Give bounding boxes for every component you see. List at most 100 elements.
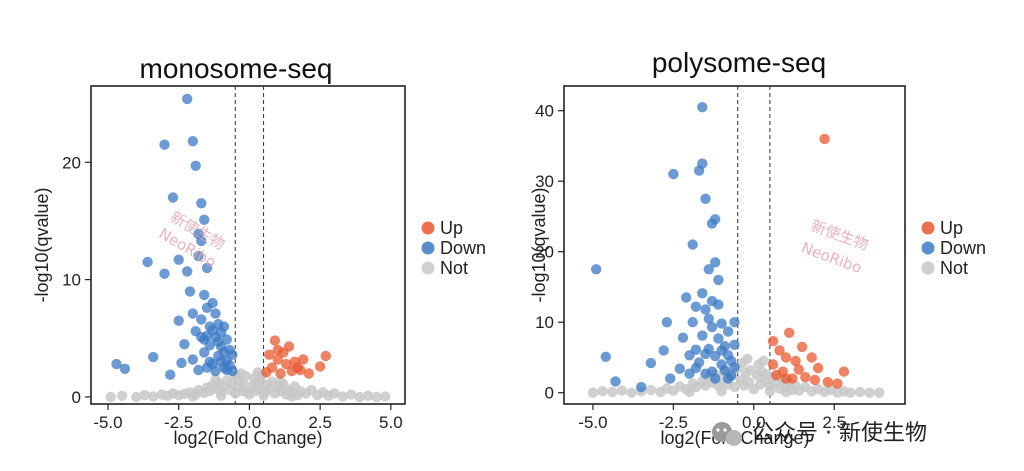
legend-label-not: Not bbox=[440, 258, 468, 278]
point-down bbox=[199, 347, 210, 358]
point-not bbox=[337, 391, 348, 402]
point-down bbox=[159, 268, 170, 279]
point-down bbox=[227, 365, 238, 377]
point-not bbox=[758, 355, 769, 367]
point-up bbox=[264, 349, 275, 360]
point-down bbox=[700, 193, 711, 204]
point-down bbox=[681, 292, 692, 303]
point-up bbox=[793, 364, 804, 375]
legend-label-not: Not bbox=[940, 258, 968, 278]
point-up bbox=[790, 355, 801, 367]
point-down bbox=[674, 363, 685, 374]
point-not bbox=[238, 378, 249, 390]
point-not bbox=[363, 390, 374, 401]
point-not bbox=[116, 390, 128, 401]
point-not bbox=[874, 387, 885, 398]
point-up bbox=[767, 336, 779, 347]
point-down bbox=[697, 102, 708, 113]
point-down bbox=[165, 369, 176, 380]
x-tick-label: -5.0 bbox=[578, 413, 607, 432]
point-down bbox=[207, 324, 218, 336]
point-up bbox=[806, 352, 817, 363]
point-down bbox=[196, 314, 207, 325]
point-not bbox=[371, 391, 382, 403]
point-down bbox=[716, 318, 727, 329]
point-down bbox=[722, 373, 734, 384]
point-down bbox=[190, 160, 201, 171]
x-tick-label: -2.5 bbox=[659, 413, 688, 432]
point-down bbox=[710, 373, 721, 384]
point-down bbox=[710, 257, 721, 268]
y-tick-label: 10 bbox=[62, 271, 81, 290]
point-up bbox=[822, 376, 833, 388]
point-not bbox=[607, 386, 618, 398]
point-not bbox=[597, 386, 608, 397]
point-down bbox=[722, 326, 734, 337]
plot-frame bbox=[90, 85, 406, 405]
point-up bbox=[303, 368, 314, 379]
point-down bbox=[697, 158, 708, 169]
point-up bbox=[774, 345, 785, 356]
point-not bbox=[864, 387, 875, 398]
point-down bbox=[687, 317, 698, 328]
point-not bbox=[286, 391, 297, 402]
point-up bbox=[832, 378, 843, 389]
point-not bbox=[215, 390, 227, 401]
point-up bbox=[272, 354, 283, 365]
point-not bbox=[616, 385, 628, 396]
point-not bbox=[780, 386, 792, 398]
chart-title: monosome-seq bbox=[140, 53, 333, 84]
point-down bbox=[600, 351, 611, 362]
point-down bbox=[706, 321, 718, 333]
point-not bbox=[187, 391, 198, 402]
x-tick-label: -5.0 bbox=[93, 413, 122, 432]
point-not bbox=[354, 391, 365, 403]
point-down bbox=[196, 331, 207, 343]
point-down bbox=[201, 362, 213, 373]
chart-title: polysome-seq bbox=[652, 47, 826, 78]
x-tick-label: 2.5 bbox=[308, 413, 332, 432]
legend-marker-up bbox=[421, 221, 435, 235]
y-tick-label: 0 bbox=[72, 388, 81, 407]
point-down bbox=[677, 332, 689, 343]
point-not bbox=[845, 387, 856, 398]
footer-text: 公众号 · 新使生物 bbox=[752, 421, 927, 446]
point-down bbox=[713, 333, 724, 344]
y-axis-label: -log10(qvalue) bbox=[32, 187, 52, 302]
wechat-icon bbox=[712, 422, 742, 446]
point-down bbox=[690, 344, 702, 355]
point-not bbox=[854, 386, 866, 398]
point-down bbox=[193, 250, 204, 262]
y-axis-label: -log10(qvalue) bbox=[529, 187, 549, 302]
point-down bbox=[700, 304, 711, 315]
point-up bbox=[275, 368, 286, 379]
point-down bbox=[636, 381, 647, 393]
point-down bbox=[697, 288, 708, 299]
point-up bbox=[266, 362, 278, 373]
point-down bbox=[196, 235, 207, 247]
point-down bbox=[687, 239, 698, 250]
point-down bbox=[213, 336, 224, 347]
point-down bbox=[729, 317, 740, 328]
point-not bbox=[329, 388, 340, 399]
point-down bbox=[665, 373, 676, 384]
point-down bbox=[713, 274, 724, 286]
point-down bbox=[201, 262, 213, 274]
point-down bbox=[668, 168, 679, 180]
point-up bbox=[780, 352, 792, 363]
point-down bbox=[218, 321, 230, 332]
point-down bbox=[697, 330, 708, 341]
point-down bbox=[591, 264, 602, 275]
point-down bbox=[111, 358, 122, 370]
point-not bbox=[729, 381, 740, 393]
point-down bbox=[187, 308, 198, 319]
point-up bbox=[800, 372, 811, 383]
point-up bbox=[784, 327, 795, 338]
point-not bbox=[716, 386, 727, 397]
point-up bbox=[819, 133, 830, 145]
point-down bbox=[690, 362, 702, 374]
point-down bbox=[661, 317, 673, 328]
point-down bbox=[224, 344, 235, 356]
point-not bbox=[346, 389, 357, 400]
x-tick-label: 0.0 bbox=[742, 413, 766, 432]
